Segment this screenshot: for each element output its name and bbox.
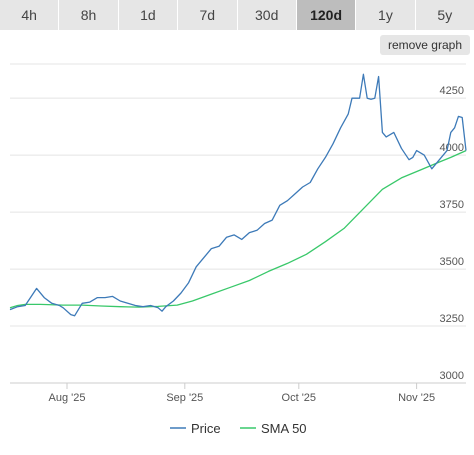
tab-1y[interactable]: 1y [356, 0, 416, 30]
x-tick-label: Aug '25 [49, 392, 86, 404]
legend-label-sma-50[interactable]: SMA 50 [261, 421, 307, 436]
x-tick-label: Nov '25 [398, 392, 435, 404]
x-tick-label: Oct '25 [282, 392, 317, 404]
tab-1d[interactable]: 1d [118, 0, 179, 30]
tab-8h[interactable]: 8h [59, 0, 119, 30]
tab-7d[interactable]: 7d [178, 0, 238, 30]
y-tick-label: 4250 [440, 85, 464, 97]
y-tick-label: 4000 [440, 142, 464, 154]
legend-label-price[interactable]: Price [191, 421, 221, 436]
y-tick-label: 3000 [440, 370, 464, 382]
x-tick-label: Sep '25 [166, 392, 203, 404]
y-tick-label: 3500 [440, 256, 464, 268]
y-tick-label: 3750 [440, 199, 464, 211]
sma-50-line[interactable] [9, 150, 467, 309]
price-line[interactable] [9, 73, 467, 317]
tab-120d[interactable]: 120d [296, 0, 357, 30]
tab-4h[interactable]: 4h [0, 0, 60, 30]
remove-graph-button[interactable]: remove graph [379, 35, 470, 55]
time-range-tabs: 4h 8h 1d 7d 30d 120d 1y 5y [0, 0, 474, 30]
tab-30d[interactable]: 30d [237, 0, 297, 30]
y-tick-label: 3250 [440, 313, 464, 325]
tab-5y[interactable]: 5y [415, 0, 474, 30]
